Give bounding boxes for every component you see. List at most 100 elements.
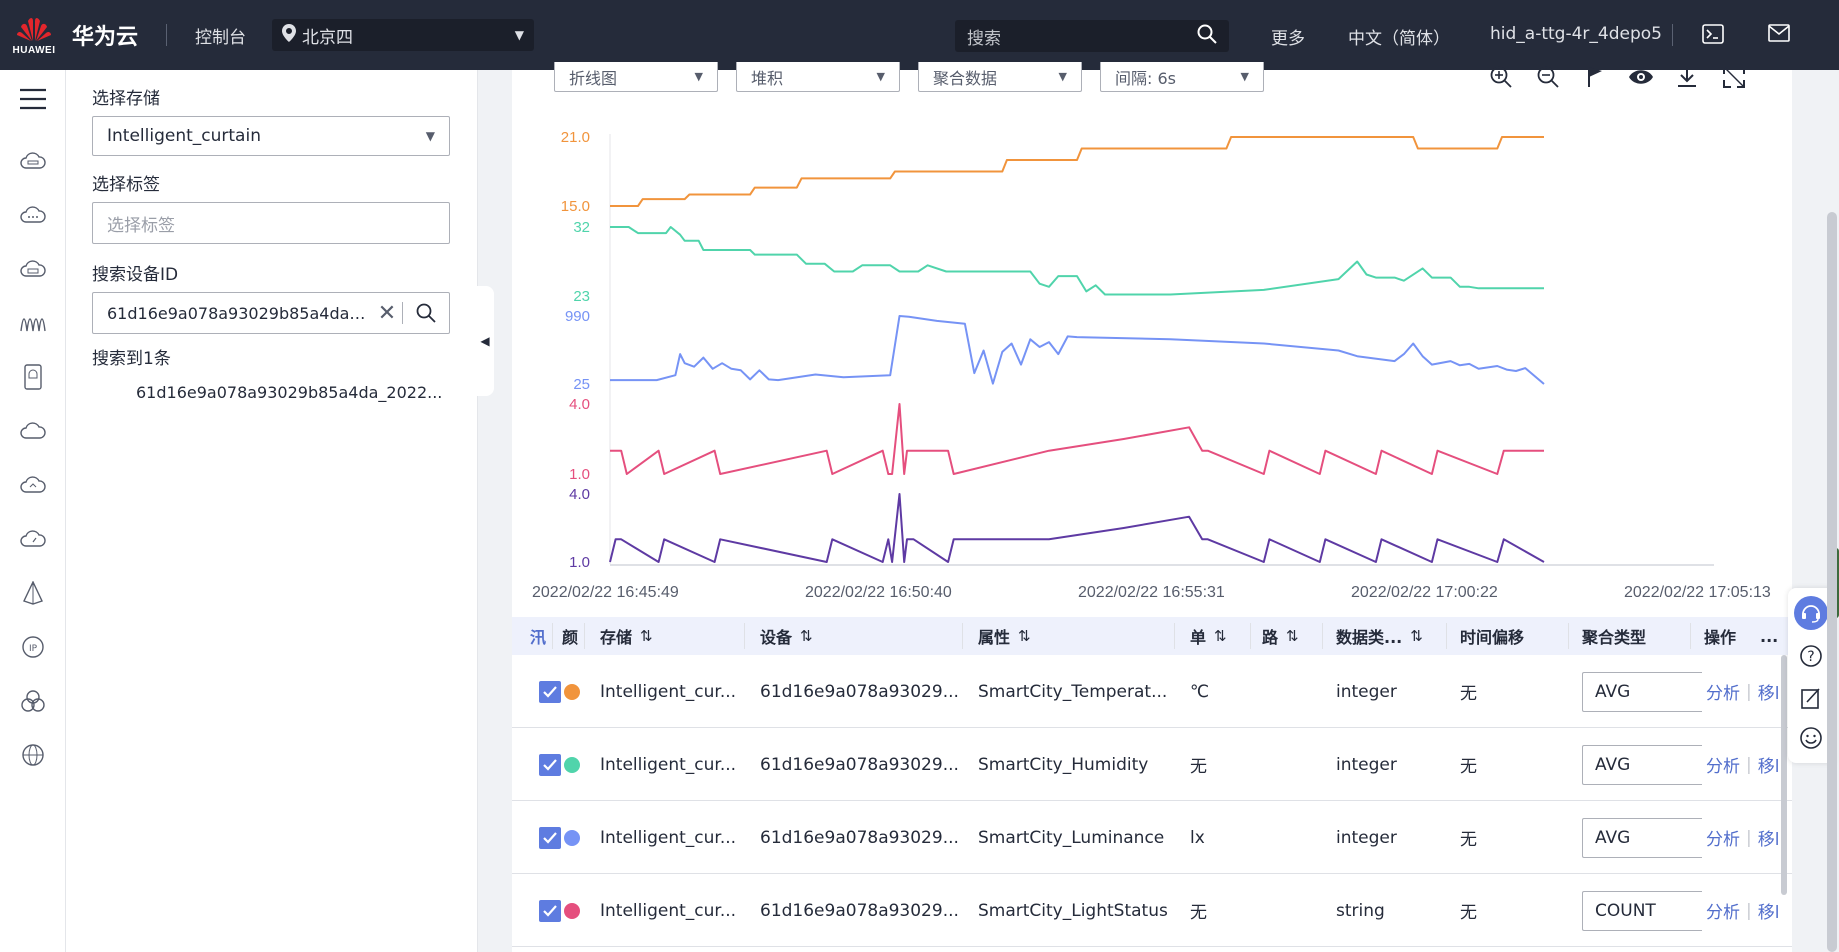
header-storage[interactable]: 存储 ⇅ xyxy=(600,617,653,655)
sort-icon[interactable]: ⇅ xyxy=(1018,627,1031,645)
header-device[interactable]: 设备 ⇅ xyxy=(760,617,813,655)
cell-device: 61d16e9a078a93029... xyxy=(760,681,959,702)
table-row[interactable]: Intelligent_cur... 61d16e9a078a93029... Sm… xyxy=(512,801,1792,874)
feedback-icon[interactable] xyxy=(1799,686,1823,710)
tag-label: 选择标签 xyxy=(92,175,160,195)
help-icon[interactable]: ? xyxy=(1799,644,1823,668)
y-tick-label: 23 xyxy=(573,288,590,305)
stack-mode-select[interactable]: 堆积 ▼ xyxy=(736,62,900,92)
sort-icon[interactable]: ⇅ xyxy=(800,627,813,645)
terminal-icon[interactable] xyxy=(1702,24,1724,48)
region-selector[interactable]: 北京四 ▼ xyxy=(272,19,535,51)
storage-select[interactable]: Intelligent_curtain ▼ xyxy=(92,116,450,156)
eye-icon[interactable] xyxy=(1628,64,1654,90)
header-unit[interactable]: 单 ⇅ xyxy=(1190,617,1227,655)
checkmark-icon xyxy=(543,905,557,917)
flag-icon[interactable] xyxy=(1582,64,1608,90)
sort-icon[interactable]: ⇅ xyxy=(640,627,653,645)
remove-link[interactable]: 移l xyxy=(1757,684,1780,704)
cloud-server-icon[interactable] xyxy=(20,148,46,174)
header-more[interactable]: ... xyxy=(1760,626,1779,646)
cloud-monitor-icon[interactable] xyxy=(20,526,46,552)
row-checkbox[interactable] xyxy=(539,827,561,849)
divider xyxy=(1568,623,1569,649)
header-path[interactable]: 路 ⇅ xyxy=(1262,617,1299,655)
row-checkbox[interactable] xyxy=(539,900,561,922)
aggregation-select[interactable]: AVG xyxy=(1582,818,1702,858)
cloud-more-icon[interactable] xyxy=(20,202,46,228)
remove-link[interactable]: 移l xyxy=(1757,757,1780,777)
svg-text:?: ? xyxy=(1807,649,1814,665)
header-data-type[interactable]: 数据类... ⇅ xyxy=(1336,617,1423,655)
zoom-out-icon[interactable] xyxy=(1535,64,1561,90)
globe-icon[interactable] xyxy=(20,742,46,768)
table-row[interactable]: Intelligent_cur... 61d16e9a078a93029... Sm… xyxy=(512,874,1792,947)
page-scrollbar[interactable] xyxy=(1827,212,1837,952)
analyze-link[interactable]: 分析 xyxy=(1706,903,1740,923)
aggregation-select[interactable]: AVG xyxy=(1582,672,1702,712)
checkmark-icon xyxy=(543,832,557,844)
console-link[interactable]: 控制台 xyxy=(195,27,247,48)
global-search-input[interactable]: 搜索 xyxy=(955,20,1229,52)
sort-icon[interactable]: ⇅ xyxy=(1410,627,1423,645)
device-search-input[interactable]: 61d16e9a078a93029b85a4da_2... ✕ xyxy=(92,292,450,334)
search-icon[interactable] xyxy=(403,303,449,323)
time-series-chart[interactable]: 21.0 15.0 32 23 990 25 4.0 1.0 4.0 1.0 2022/02/22 … xyxy=(512,70,1792,610)
device-box-icon[interactable] xyxy=(20,364,46,390)
customer-service-icon[interactable] xyxy=(1794,596,1828,630)
cell-property: SmartCity_Luminance xyxy=(978,827,1165,848)
table-row[interactable]: Intelligent_cur... 61d16e9a078a93029... Sm… xyxy=(512,728,1792,801)
divider xyxy=(1446,623,1447,649)
aggregation-select[interactable]: AVG xyxy=(1582,745,1702,785)
divider: | xyxy=(1746,681,1752,702)
analyze-link[interactable]: 分析 xyxy=(1706,830,1740,850)
header-visibility[interactable]: 汛 xyxy=(530,628,546,647)
remove-link[interactable]: 移l xyxy=(1757,903,1780,923)
header-unit-label: 单 xyxy=(1190,628,1207,647)
ip-icon[interactable]: IP xyxy=(20,634,46,660)
user-account[interactable]: hid_a-ttg-4r_4depo5 xyxy=(1490,24,1662,44)
cluster-icon[interactable] xyxy=(20,688,46,714)
search-icon[interactable] xyxy=(1197,24,1217,49)
sort-icon[interactable]: ⇅ xyxy=(1286,627,1299,645)
header-property[interactable]: 属性 ⇅ xyxy=(978,617,1031,655)
download-icon[interactable] xyxy=(1674,64,1700,90)
data-mode-select[interactable]: 聚合数据 ▼ xyxy=(918,62,1082,92)
row-checkbox[interactable] xyxy=(539,754,561,776)
row-checkbox[interactable] xyxy=(539,681,561,703)
zoom-in-icon[interactable] xyxy=(1488,64,1514,90)
chart-type-select[interactable]: 折线图 ▼ xyxy=(554,62,718,92)
analyze-link[interactable]: 分析 xyxy=(1706,757,1740,777)
analyze-link[interactable]: 分析 xyxy=(1706,684,1740,704)
y-tick-label: 32 xyxy=(573,219,590,236)
smiley-icon[interactable] xyxy=(1799,726,1823,750)
clear-icon[interactable]: ✕ xyxy=(377,300,397,326)
table-scrollbar[interactable] xyxy=(1781,655,1787,895)
wave-analytics-icon[interactable] xyxy=(20,310,46,336)
search-result-item[interactable]: 61d16e9a078a93029b85a4da_2022... xyxy=(136,383,443,402)
mail-icon[interactable] xyxy=(1768,24,1790,46)
brand-name[interactable]: 华为云 xyxy=(72,25,139,50)
search-placeholder: 搜索 xyxy=(967,28,1001,49)
interval-select[interactable]: 间隔: 6s ▼ xyxy=(1100,62,1264,92)
pyramid-icon[interactable] xyxy=(20,580,46,606)
huawei-logo[interactable]: HUAWEI xyxy=(0,0,68,70)
location-pin-icon xyxy=(282,23,297,47)
chevron-down-icon: ▼ xyxy=(694,70,703,83)
cloud-gpu-icon[interactable] xyxy=(20,256,46,282)
panel-collapse-toggle[interactable]: ◀ xyxy=(476,286,494,396)
remove-link[interactable]: 移l xyxy=(1757,830,1780,850)
sort-icon[interactable]: ⇅ xyxy=(1214,627,1227,645)
table-row[interactable]: Intelligent_cur... 61d16e9a078a93029... Sm… xyxy=(512,655,1792,728)
aggregation-select[interactable]: COUNT xyxy=(1582,891,1702,931)
hamburger-menu-icon[interactable] xyxy=(20,86,46,112)
language-selector[interactable]: 中文（简体） xyxy=(1348,29,1450,49)
cell-device: 61d16e9a078a93029... xyxy=(760,827,959,848)
tag-select[interactable]: 选择标签 xyxy=(92,202,450,244)
cloud-upload-icon[interactable] xyxy=(20,472,46,498)
fullscreen-icon[interactable] xyxy=(1721,64,1747,90)
cloud-icon[interactable] xyxy=(20,418,46,444)
cell-actions: 分析 | 移l xyxy=(1706,801,1779,874)
divider xyxy=(1690,623,1691,649)
more-menu[interactable]: 更多 xyxy=(1271,29,1305,49)
